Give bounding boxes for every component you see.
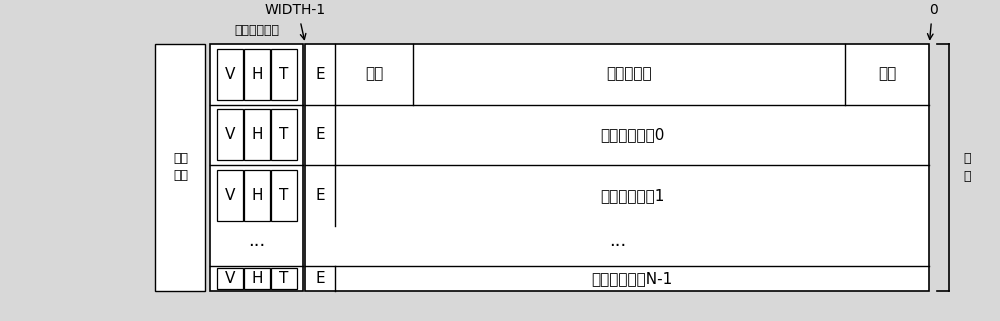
Bar xyxy=(244,268,270,289)
Text: E: E xyxy=(315,271,325,286)
Text: H: H xyxy=(251,67,263,82)
Text: V: V xyxy=(225,67,235,82)
Text: ···: ··· xyxy=(248,237,265,255)
Text: 报文数据微包N-1: 报文数据微包N-1 xyxy=(592,271,673,286)
Text: T: T xyxy=(279,271,288,286)
Text: ···: ··· xyxy=(609,237,626,255)
Bar xyxy=(244,170,270,221)
Bar xyxy=(244,48,270,100)
Text: T: T xyxy=(279,188,288,203)
Bar xyxy=(244,109,270,160)
Text: 报文数据微倅0: 报文数据微倅0 xyxy=(600,127,665,143)
Bar xyxy=(217,48,243,100)
Text: V: V xyxy=(225,271,235,286)
Text: 0: 0 xyxy=(929,3,938,17)
Text: WIDTH-1: WIDTH-1 xyxy=(265,3,326,17)
Text: 报文
有效: 报文 有效 xyxy=(173,152,188,182)
Text: V: V xyxy=(225,188,235,203)
Bar xyxy=(217,268,243,289)
Text: 微包控制信息: 微包控制信息 xyxy=(234,24,279,38)
Text: H: H xyxy=(251,271,263,286)
Bar xyxy=(155,44,205,291)
Text: T: T xyxy=(279,67,288,82)
Text: E: E xyxy=(315,67,325,82)
Bar xyxy=(271,109,297,160)
Text: 报文头微包: 报文头微包 xyxy=(606,67,652,82)
Text: 长度: 长度 xyxy=(365,67,383,82)
Bar xyxy=(271,48,297,100)
Text: H: H xyxy=(251,188,263,203)
Text: V: V xyxy=(225,127,235,143)
Text: E: E xyxy=(315,127,325,143)
Text: E: E xyxy=(315,188,325,203)
Bar xyxy=(217,170,243,221)
Text: 报文数据微倅1: 报文数据微倅1 xyxy=(600,188,665,203)
Bar xyxy=(305,44,929,291)
Text: T: T xyxy=(279,127,288,143)
Text: H: H xyxy=(251,127,263,143)
Text: 报
文: 报 文 xyxy=(964,152,971,183)
Bar xyxy=(217,109,243,160)
Bar xyxy=(210,44,303,291)
Bar xyxy=(271,170,297,221)
Bar xyxy=(271,268,297,289)
Text: 路由: 路由 xyxy=(878,67,896,82)
